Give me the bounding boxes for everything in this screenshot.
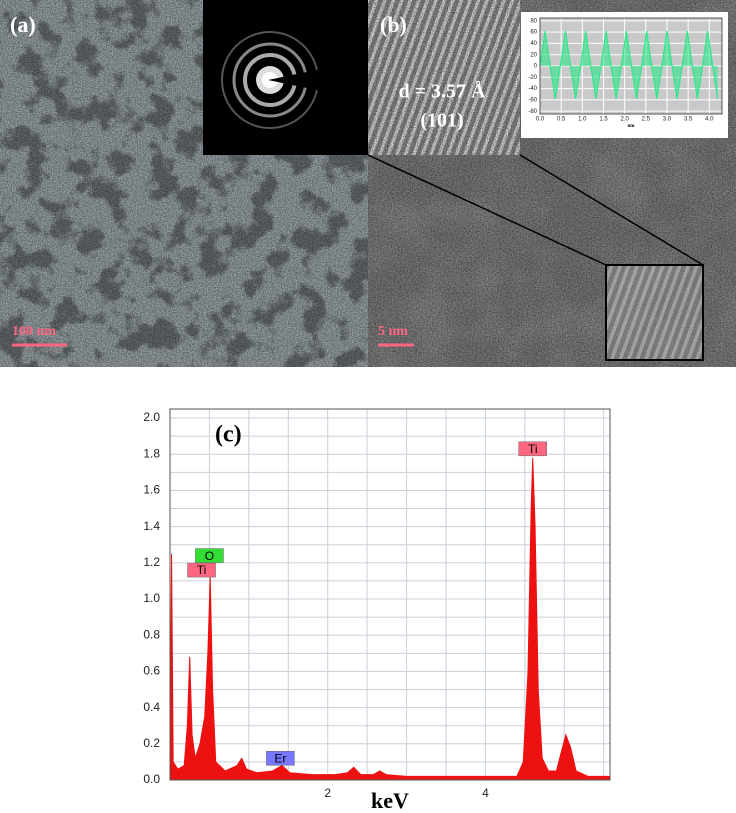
x-tick-label: 0.0: [536, 117, 545, 123]
y-tick-label: 1.6: [143, 483, 160, 497]
x-tick-label: 2.0: [620, 117, 629, 123]
peak-label-box: [518, 441, 547, 457]
y-tick-label: 0.6: [143, 664, 160, 678]
plot-area: [170, 409, 610, 780]
panel-b: (b) d = 3.57 Å (101) 5 nm: [367, 0, 736, 367]
panel-a: (a) 100 nm: [0, 0, 368, 367]
x-tick-label: 0.5: [557, 117, 566, 123]
plane: (101): [420, 110, 463, 132]
chart: 0.00.20.40.60.81.01.21.41.61.82.02 4OTiEr…: [143, 408, 611, 813]
y-tick-label: 0: [534, 64, 538, 70]
x-axis-label: keV: [371, 788, 409, 813]
plot-frame: [539, 17, 723, 115]
y-tick-label: 40: [530, 41, 537, 47]
x-tick-label: 3.0: [663, 117, 672, 123]
d-spacing: d = 3.57 Å: [399, 80, 487, 103]
y-tick-label: 0.8: [143, 627, 160, 641]
y-tick-label: 1.0: [143, 591, 160, 605]
panel-label: (a): [10, 12, 36, 37]
peak-label-box: [187, 562, 216, 578]
y-tick-label: -60: [528, 97, 537, 103]
x-tick-label: 4.0: [705, 117, 714, 123]
spectrum: [169, 457, 611, 781]
x-tick-label: 4: [482, 786, 489, 800]
y-tick-label: 0.4: [143, 700, 160, 714]
panel-label: (b): [380, 12, 407, 37]
y-tick-label: -80: [528, 109, 537, 115]
y-tick-label: 1.2: [143, 555, 160, 569]
x-axis-label: nm: [628, 124, 636, 129]
scale-bar-label: 100 nm: [12, 324, 56, 339]
y-tick-label: 2.0: [143, 410, 160, 424]
y-tick-label: 20: [530, 52, 537, 58]
y-tick-label: 0.2: [143, 736, 160, 750]
x-tick-label: 1.0: [578, 117, 587, 123]
y-tick-label: 80: [530, 18, 537, 24]
peak-label: Ti: [528, 442, 538, 456]
scale-bar-label: 5 nm: [378, 324, 408, 339]
x-tick-label: 3.5: [684, 117, 693, 123]
profile-line: [539, 30, 719, 99]
y-tick-label: 0.0: [143, 772, 160, 786]
profile-area: [540, 30, 718, 99]
x-tick-label: 1.5: [599, 117, 608, 123]
x-tick-label: 2: [324, 786, 331, 800]
plot-frame: [169, 408, 611, 781]
y-tick-label: 1.8: [143, 446, 160, 460]
y-tick-label: -20: [528, 75, 537, 81]
chart: 80 60 40 20 0 -20 -40 -60 -80 0.0 0.5 1.0 1.5 2.0 2.5 3…: [528, 17, 723, 129]
y-tick-label: 60: [530, 30, 537, 36]
y-tick-label: 1.4: [143, 519, 160, 533]
chart-title: (c): [215, 422, 242, 448]
peak-label-box: [195, 548, 224, 563]
peak-label: O: [205, 549, 214, 563]
peak-label-box: [266, 751, 295, 766]
peak-label: Er: [274, 751, 286, 765]
peak-label: Ti: [197, 563, 207, 577]
x-tick-label: 2.5: [642, 117, 651, 123]
y-tick-label: -40: [528, 86, 537, 92]
